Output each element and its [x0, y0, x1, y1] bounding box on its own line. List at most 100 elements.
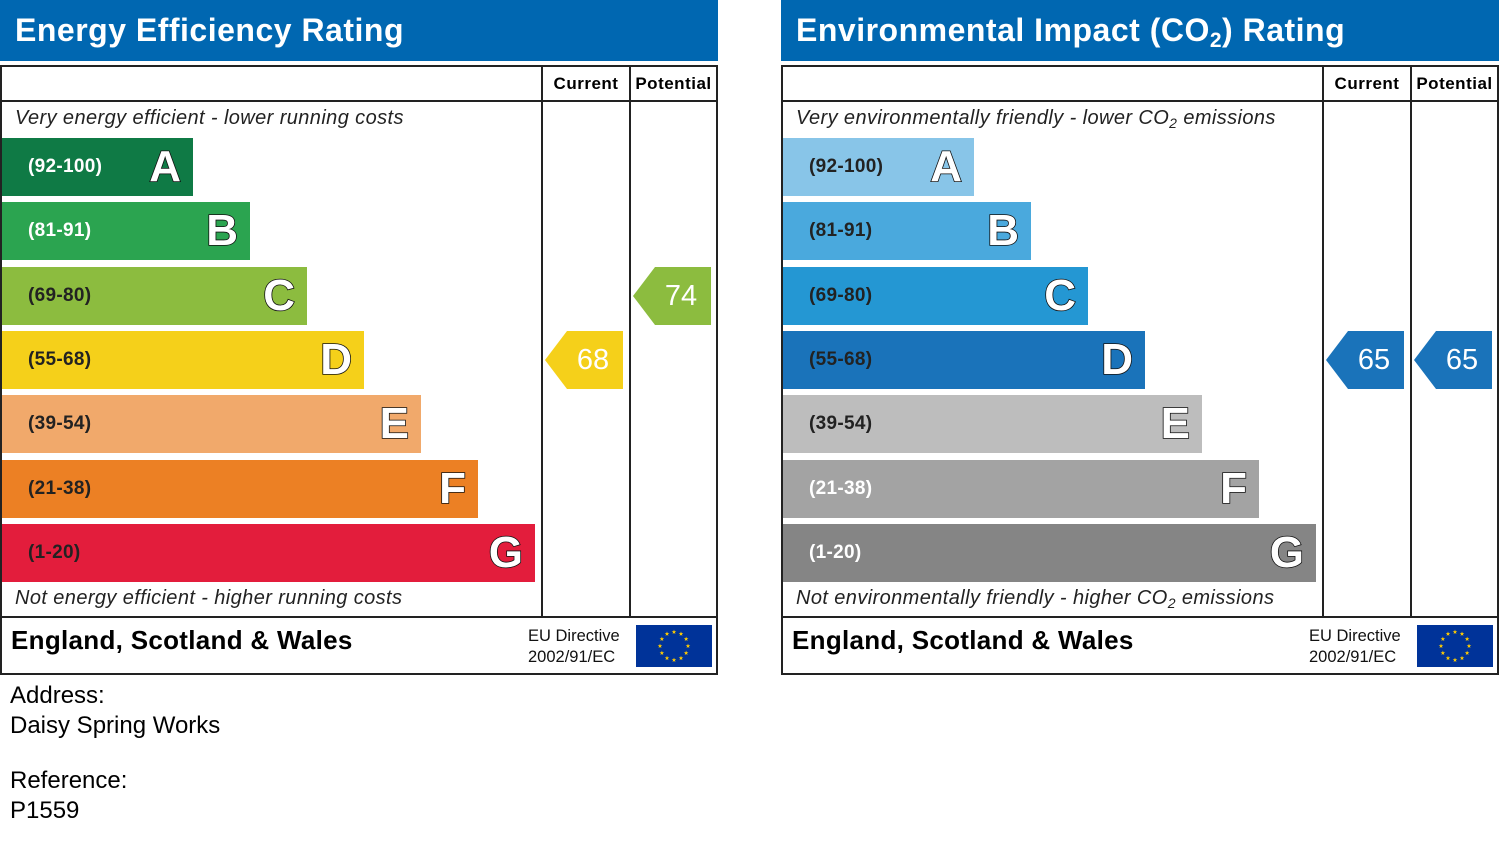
- address-label: Address:: [10, 682, 105, 709]
- band-c: (69-80) C: [2, 266, 307, 325]
- arrow-shape: [545, 330, 623, 389]
- eu-directive-line2: 2002/91/EC: [1309, 648, 1397, 666]
- current-rating-value: 68: [576, 343, 610, 376]
- band-range-label: (1-20): [28, 541, 81, 563]
- eu-star-icon: [1445, 655, 1451, 661]
- eu-star-icon: [1438, 643, 1444, 648]
- eu-star-icon: [1445, 631, 1451, 636]
- eu-star-icon: [657, 643, 663, 648]
- band-letter: B: [205, 205, 238, 256]
- chart-title: Energy Efficiency Rating: [0, 0, 718, 61]
- energy-efficiency-chart: Energy Efficiency Rating Current Potenti…: [0, 0, 718, 676]
- band-letter: A: [148, 141, 181, 192]
- band-letter: D: [319, 334, 352, 385]
- band-range-label: (81-91): [28, 220, 92, 242]
- footer-country: England, Scotland & Wales: [11, 625, 353, 655]
- potential-rating-arrow: 74: [633, 266, 711, 325]
- potential-column-header: Potential: [635, 74, 712, 93]
- eu-star-icon: [678, 631, 684, 636]
- column-divider: [1322, 65, 1324, 618]
- band-letter: C: [262, 270, 295, 321]
- band-range-label: (55-68): [28, 348, 92, 370]
- eu-star-icon: [683, 636, 689, 641]
- band-range-label: (1-20): [809, 541, 862, 563]
- band-range-label: (92-100): [809, 156, 884, 177]
- band-a: (92-100) A: [2, 138, 193, 196]
- eu-star-icon: [1452, 629, 1458, 634]
- header-divider: [781, 100, 1499, 102]
- current-column-header: Current: [1334, 74, 1400, 93]
- footer-divider: [0, 616, 718, 618]
- band-range-label: (69-80): [28, 284, 92, 306]
- header-divider: [0, 100, 718, 102]
- eu-flag-icon: [636, 625, 712, 667]
- band-letter: G: [1269, 527, 1305, 578]
- eu-directive-line1: EU Directive: [528, 627, 620, 645]
- eu-star-icon: [1452, 657, 1458, 662]
- eu-star-icon: [671, 629, 677, 634]
- band-b: (81-91) B: [783, 202, 1031, 261]
- eu-star-icon: [671, 657, 677, 662]
- band-g: (1-20) G: [2, 523, 535, 582]
- band-c: (69-80) C: [783, 266, 1088, 325]
- current-rating-value: 65: [1357, 343, 1391, 376]
- band-letter: E: [1160, 398, 1191, 449]
- band-letter: E: [379, 398, 410, 449]
- bottom-caption: Not energy efficient - higher running co…: [15, 587, 403, 609]
- band-letter: B: [986, 205, 1019, 256]
- eu-directive-line2: 2002/91/EC: [528, 648, 616, 666]
- top-caption: Very environmentally friendly - lower CO…: [796, 107, 1276, 131]
- band-letter: G: [488, 527, 524, 578]
- chart-frame: [781, 65, 1499, 675]
- band-g: (1-20) G: [783, 523, 1316, 582]
- chart-frame: [0, 65, 718, 675]
- environmental-impact-chart: Environmental Impact (CO2) Rating Curren…: [781, 0, 1499, 676]
- footer-country: England, Scotland & Wales: [792, 625, 1134, 655]
- eu-flag-icon: [1417, 625, 1493, 667]
- band-range-label: (69-80): [809, 284, 873, 306]
- band-range-label: (81-91): [809, 220, 873, 242]
- eu-star-icon: [664, 631, 670, 636]
- band-range-label: (21-38): [28, 477, 92, 499]
- band-range-label: (92-100): [28, 156, 103, 177]
- potential-column-header: Potential: [1416, 74, 1493, 93]
- band-letter: F: [438, 463, 466, 514]
- eu-star-icon: [664, 655, 670, 661]
- band-e: (39-54) E: [2, 395, 421, 454]
- eu-star-icon: [659, 636, 665, 641]
- potential-rating-value: 65: [1445, 343, 1479, 376]
- eu-star-icon: [683, 650, 689, 655]
- potential-rating-arrow: 65: [1414, 330, 1492, 389]
- eu-star-icon: [1440, 636, 1446, 641]
- band-range-label: (39-54): [28, 413, 92, 435]
- band-letter: F: [1219, 463, 1247, 514]
- current-rating-arrow: 68: [545, 330, 623, 389]
- reference-label: Reference:: [10, 767, 128, 794]
- band-d: (55-68) D: [2, 330, 364, 389]
- column-divider: [1410, 65, 1412, 618]
- column-divider: [541, 65, 543, 618]
- potential-rating-value: 74: [664, 279, 698, 312]
- column-divider: [629, 65, 631, 618]
- eu-directive: EU Directive 2002/91/EC: [528, 626, 620, 668]
- eu-star-icon: [685, 643, 691, 648]
- arrow-shape: [1326, 330, 1404, 389]
- band-a: (92-100) A: [783, 138, 974, 196]
- band-e: (39-54) E: [783, 395, 1202, 454]
- eu-star-icon: [678, 655, 684, 661]
- arrow-shape: [633, 266, 711, 325]
- footer-divider: [781, 616, 1499, 618]
- band-letter: D: [1100, 334, 1133, 385]
- eu-star-icon: [1440, 650, 1446, 655]
- band-letter: A: [929, 141, 962, 192]
- band-letter: C: [1043, 270, 1076, 321]
- band-f: (21-38) F: [783, 459, 1259, 518]
- current-rating-arrow: 65: [1326, 330, 1404, 389]
- address-value: Daisy Spring Works: [10, 712, 221, 739]
- eu-star-icon: [1459, 655, 1465, 661]
- band-b: (81-91) B: [2, 202, 250, 261]
- reference-value: P1559: [10, 797, 80, 824]
- band-range-label: (39-54): [809, 413, 873, 435]
- band-f: (21-38) F: [2, 459, 478, 518]
- eu-directive: EU Directive 2002/91/EC: [1309, 626, 1401, 668]
